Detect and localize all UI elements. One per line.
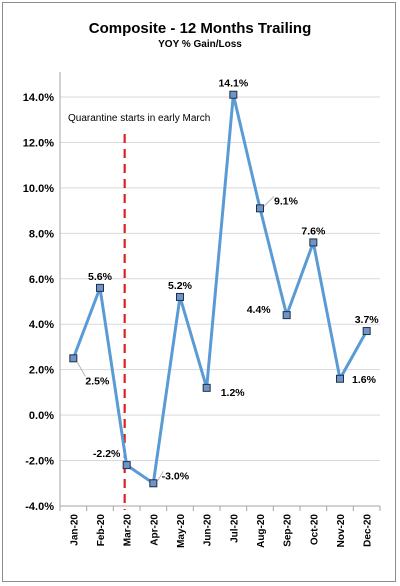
data-point-marker bbox=[362, 327, 371, 336]
chart-subtitle: YOY % Gain/Loss bbox=[158, 39, 242, 50]
data-point-marker bbox=[69, 354, 78, 363]
data-point-marker bbox=[229, 90, 238, 99]
annotation-group: Quarantine starts in early March bbox=[68, 113, 210, 510]
x-tick-label: Nov-20 bbox=[336, 514, 347, 548]
x-tick-label: Jun-20 bbox=[203, 514, 214, 547]
data-label: 14.1% bbox=[218, 78, 248, 90]
y-tick-label: 14.0% bbox=[23, 92, 54, 104]
data-point-marker bbox=[202, 383, 211, 392]
data-point-marker bbox=[122, 461, 131, 470]
y-tick-label: 8.0% bbox=[29, 228, 54, 240]
x-tick-label: Jan-20 bbox=[69, 514, 80, 546]
chart-title: Composite - 12 Months Trailing bbox=[89, 20, 312, 37]
series-line bbox=[71, 93, 368, 485]
data-label: 1.2% bbox=[221, 387, 246, 399]
data-label: 4.4% bbox=[247, 304, 272, 316]
x-tick-label: Oct-20 bbox=[309, 514, 320, 546]
y-tick-label: 4.0% bbox=[29, 319, 54, 331]
data-point-marker bbox=[256, 204, 264, 213]
data-point-marker bbox=[149, 479, 158, 488]
y-tick-label: -2.0% bbox=[25, 456, 54, 468]
data-label: 3.7% bbox=[355, 314, 380, 326]
x-tick-label: Sep-20 bbox=[283, 514, 294, 547]
data-point-marker bbox=[282, 311, 291, 320]
y-tick-label: 6.0% bbox=[29, 274, 54, 286]
x-tick-label: Apr-20 bbox=[149, 514, 160, 546]
x-tick-label: Feb-20 bbox=[96, 514, 107, 547]
x-tick-label: Jul-20 bbox=[229, 514, 240, 543]
data-point-marker bbox=[309, 238, 318, 247]
data-label: 9.1% bbox=[274, 195, 299, 207]
x-tick-label: Dec-20 bbox=[363, 514, 374, 547]
data-label: 5.6% bbox=[88, 271, 113, 283]
quarantine-annotation-text: Quarantine starts in early March bbox=[68, 113, 210, 124]
data-label: -2.2% bbox=[93, 448, 121, 460]
series-group bbox=[69, 90, 371, 488]
data-point-marker bbox=[176, 292, 184, 301]
data-label: -3.0% bbox=[162, 470, 190, 482]
y-tick-label: -4.0% bbox=[25, 501, 54, 513]
data-label-leader bbox=[156, 471, 164, 482]
data-label: 5.2% bbox=[168, 280, 193, 292]
y-tick-label: 0.0% bbox=[29, 410, 54, 422]
x-tick-label: Mar-20 bbox=[123, 514, 134, 547]
data-label: 1.6% bbox=[352, 374, 377, 386]
axes: -4.0% -2.0% 0.0% 2.0% 4.0% 6.0% 8.0% 10.0% 12.0%… bbox=[23, 72, 381, 548]
x-tick-label: Aug-20 bbox=[256, 514, 267, 548]
x-tick-label: May-20 bbox=[176, 514, 187, 548]
data-point-marker bbox=[96, 283, 104, 292]
chart-frame bbox=[2, 2, 396, 582]
data-label: 2.5% bbox=[85, 375, 110, 387]
data-label-leader bbox=[263, 196, 275, 207]
y-tick-label: 2.0% bbox=[29, 365, 54, 377]
data-label: 7.6% bbox=[301, 225, 326, 237]
y-tick-label: 12.0% bbox=[23, 137, 54, 149]
y-tick-label: 10.0% bbox=[23, 183, 54, 195]
data-point-marker bbox=[336, 374, 344, 383]
data-label-leader bbox=[76, 362, 86, 377]
data-labels: 2.5% 5.6% -2.2% -3.0% 5.2% 1.2% 14.1% 9.1% 4.4% 7… bbox=[76, 78, 380, 482]
